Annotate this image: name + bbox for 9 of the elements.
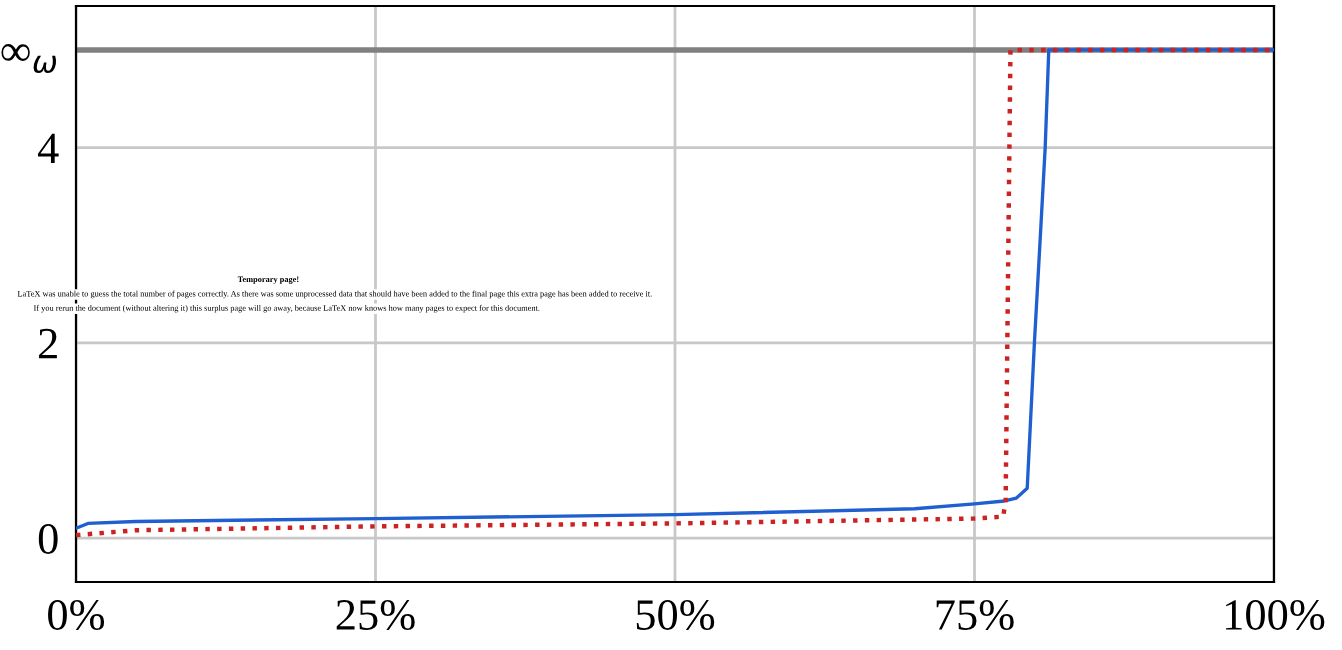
x-tick-label: 0% xyxy=(48,599,105,631)
x-tick-label: 75% xyxy=(936,599,1014,631)
x-tick-label: 50% xyxy=(636,599,715,631)
y-tick-label: ∞$_{ω}$ xyxy=(1,44,57,74)
y-tick-label: 4 xyxy=(37,133,59,163)
x-tick-label: 25% xyxy=(336,599,415,631)
y-tick-label: 0 xyxy=(38,523,58,554)
x-tick-label: 100% xyxy=(1226,599,1325,631)
y-tick-label: 2 xyxy=(39,328,57,359)
